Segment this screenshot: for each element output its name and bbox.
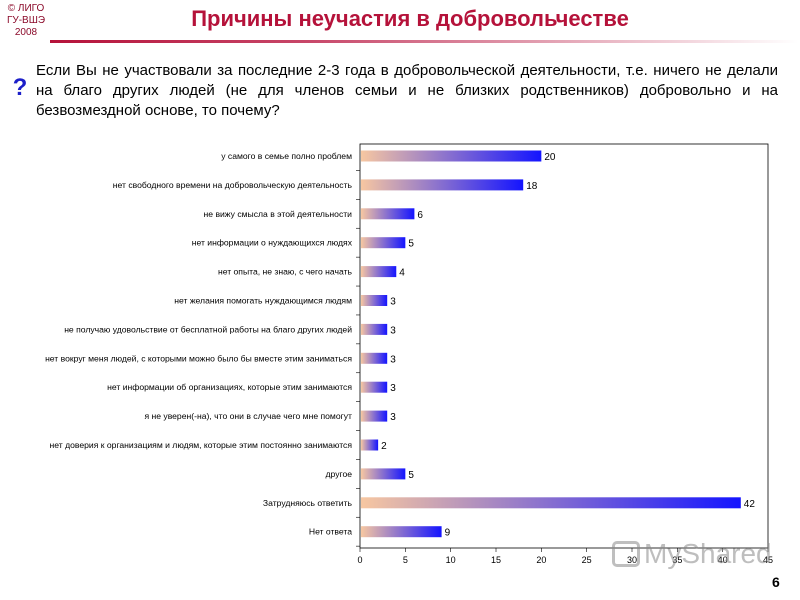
- bar: [361, 468, 406, 480]
- bar: [361, 352, 388, 364]
- category-label: нет доверия к организациям и людям, кото…: [50, 440, 353, 450]
- category-label: нет вокруг меня людей, с которыми можно …: [45, 353, 352, 363]
- data-label: 3: [390, 325, 396, 336]
- data-label: 3: [390, 297, 396, 308]
- bar: [361, 179, 524, 191]
- bar: [361, 410, 388, 422]
- x-tick-label: 10: [446, 555, 456, 565]
- x-tick-label: 30: [627, 555, 637, 565]
- data-label: 42: [744, 499, 756, 510]
- x-tick-label: 15: [491, 555, 501, 565]
- bar: [361, 439, 379, 451]
- bar: [361, 295, 388, 306]
- plot-area-frame: [359, 143, 769, 549]
- category-label: не вижу смысла в этой деятельности: [204, 209, 353, 219]
- value-labels: 20 18 6 5 4 3 3 3 3 3 2 5 42 9: [381, 152, 755, 539]
- data-label: 4: [399, 268, 405, 279]
- data-label: 6: [417, 210, 423, 221]
- x-tick-label: 20: [536, 555, 546, 565]
- survey-question: Если Вы не участвовали за последние 2-3 …: [36, 62, 778, 119]
- copyright-line: 2008: [14, 27, 38, 38]
- bar: [361, 381, 388, 393]
- category-label: нет информации о нуждающихся людях: [192, 238, 353, 248]
- category-label: Нет ответа: [309, 527, 352, 537]
- data-label: 2: [381, 441, 387, 452]
- bar-chart: у самого в семье полно проблем нет свобод…: [45, 143, 773, 565]
- copyright-line: ГУ-ВШЭ: [6, 15, 46, 26]
- slide-number: 6: [772, 574, 780, 590]
- question-mark-icon: ?: [12, 74, 28, 101]
- category-label: нет желания помогать нуждающимся людям: [174, 296, 352, 306]
- watermark-text: MyShared: [644, 538, 772, 569]
- watermark-icon: [612, 541, 640, 567]
- x-tick-label: 45: [763, 555, 773, 565]
- data-label: 18: [526, 181, 538, 192]
- x-tick-label: 40: [718, 555, 728, 565]
- category-label: Затрудняюсь ответить: [263, 498, 353, 508]
- data-label: 20: [544, 152, 556, 163]
- bar: [361, 323, 388, 335]
- title-underline: [50, 40, 798, 43]
- x-axis: 0 5 10 15 20 25 30 35 40 45: [356, 170, 773, 565]
- x-tick-label: 5: [403, 555, 408, 565]
- x-tick-label: 35: [672, 555, 682, 565]
- bars-layer: [361, 150, 741, 538]
- bar: [361, 526, 442, 538]
- copyright-notice: © ЛИГО ГУ-ВШЭ 2008: [4, 3, 48, 39]
- data-label: 9: [445, 528, 451, 539]
- x-tick-label: 25: [582, 555, 592, 565]
- watermark: MyShared: [612, 538, 772, 570]
- copyright-line: © ЛИГО: [7, 3, 45, 14]
- category-label: нет информации об организациях, которые …: [107, 382, 352, 392]
- category-label: я не уверен(-на), что они в случае чего …: [144, 411, 352, 421]
- category-label: у самого в семье полно проблем: [221, 151, 352, 161]
- category-label: нет опыта, не знаю, с чего начать: [218, 267, 353, 277]
- data-label: 3: [390, 354, 396, 365]
- data-label: 5: [408, 470, 414, 481]
- category-label: нет свободного времени на добровольческу…: [113, 180, 353, 190]
- category-labels: у самого в семье полно проблем нет свобод…: [45, 151, 353, 537]
- bar: [361, 497, 741, 509]
- page-title: Причины неучастия в добровольчестве: [191, 6, 629, 31]
- bar: [361, 266, 397, 278]
- category-label: не получаю удовольствие от бесплатной ра…: [64, 324, 352, 334]
- category-label: другое: [326, 469, 353, 479]
- bar: [361, 208, 415, 220]
- data-label: 3: [390, 383, 396, 394]
- data-label: 3: [390, 412, 396, 423]
- bar: [361, 237, 406, 249]
- x-tick-label: 0: [357, 555, 362, 565]
- bar: [361, 150, 542, 162]
- data-label: 5: [408, 239, 414, 250]
